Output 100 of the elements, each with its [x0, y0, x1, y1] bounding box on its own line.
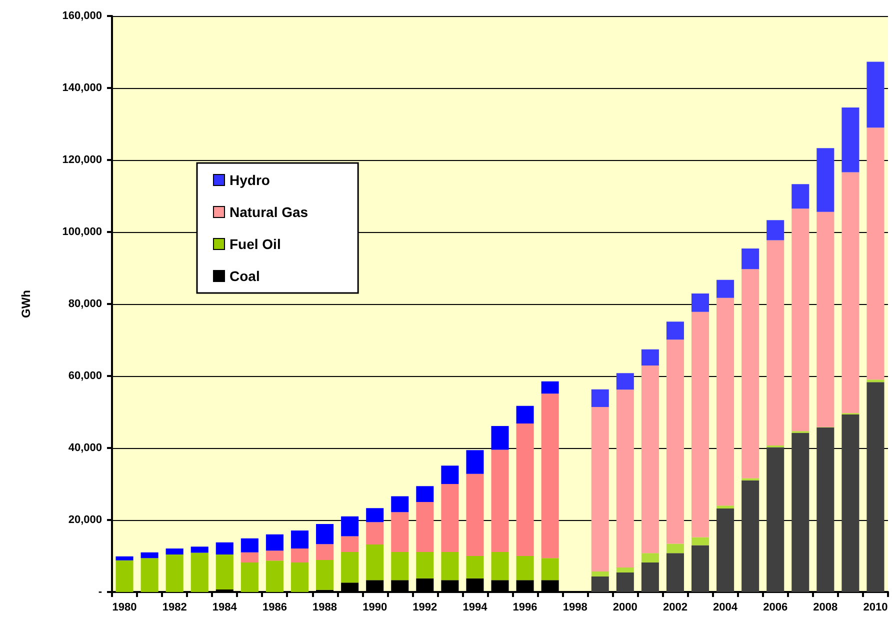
- bar: [341, 516, 359, 536]
- y-tick-label: 80,000: [68, 298, 102, 310]
- bar: [742, 269, 760, 478]
- y-tick-label: 20,000: [68, 514, 102, 526]
- bar: [641, 553, 659, 562]
- bar: [541, 558, 559, 580]
- bar: [116, 560, 134, 592]
- bar: [716, 506, 734, 508]
- x-tick-label: 1980: [112, 602, 137, 614]
- bar: [516, 406, 534, 424]
- bar: [441, 552, 459, 580]
- bar: [166, 548, 184, 555]
- x-tick-label: 2010: [863, 602, 888, 614]
- legend-label: Fuel Oil: [230, 236, 281, 252]
- bar: [316, 560, 334, 590]
- y-tick-label: 140,000: [62, 82, 102, 94]
- bar: [391, 552, 409, 580]
- bar: [116, 556, 134, 560]
- bar: [866, 62, 884, 128]
- bar: [866, 380, 884, 382]
- bar: [290, 562, 309, 592]
- bar: [140, 558, 158, 592]
- y-tick-label: 100,000: [62, 226, 102, 238]
- bar: [792, 184, 810, 209]
- bar: [666, 340, 684, 544]
- bar: [616, 390, 634, 568]
- bar: [466, 556, 484, 578]
- bar: [491, 450, 509, 552]
- bar: [416, 502, 434, 552]
- bar: [591, 576, 609, 592]
- bar: [140, 552, 158, 558]
- bar: [616, 572, 634, 592]
- bar: [716, 508, 734, 592]
- x-tick-label: 2002: [662, 602, 688, 614]
- bar: [491, 552, 509, 580]
- bar: [441, 466, 459, 484]
- bar: [616, 373, 634, 390]
- bar: [316, 524, 334, 544]
- bar: [190, 546, 208, 553]
- bar: [316, 544, 334, 560]
- bar: [366, 508, 384, 522]
- bar: [842, 172, 860, 414]
- x-tick-label: 2008: [813, 602, 838, 614]
- legend-label: Coal: [230, 268, 260, 284]
- bar: [266, 534, 284, 551]
- bar: [691, 545, 710, 592]
- x-tick-label: 1994: [462, 602, 488, 614]
- bar: [691, 294, 710, 312]
- y-tick-label: 60,000: [68, 370, 102, 382]
- bar: [766, 240, 784, 446]
- bar: [491, 426, 509, 450]
- bar: [666, 322, 684, 340]
- bar: [266, 550, 284, 561]
- bar: [290, 548, 309, 562]
- bar: [816, 427, 834, 592]
- x-tick-label: 1982: [162, 602, 187, 614]
- bar: [792, 208, 810, 432]
- bar: [366, 522, 384, 544]
- y-axis-title: GWh: [19, 290, 33, 318]
- bar: [341, 552, 359, 583]
- bar: [240, 562, 258, 592]
- x-tick-label: 2000: [612, 602, 638, 614]
- bar: [816, 212, 834, 428]
- bar: [216, 554, 234, 590]
- bar: [541, 381, 559, 394]
- x-tick-label: 1998: [562, 602, 588, 614]
- bar: [240, 538, 258, 552]
- bar: [816, 148, 834, 212]
- bar: [716, 280, 734, 298]
- bar: [591, 389, 609, 407]
- bar: [290, 530, 309, 548]
- bar: [391, 512, 409, 552]
- bar: [466, 474, 484, 556]
- bar: [591, 571, 609, 577]
- bar: [516, 556, 534, 580]
- bar: [641, 562, 659, 592]
- bar: [416, 552, 434, 578]
- bar: [866, 128, 884, 380]
- bar: [190, 552, 208, 592]
- bar: [641, 366, 659, 554]
- bar: [240, 552, 258, 562]
- bar: [716, 298, 734, 506]
- bar: [866, 382, 884, 592]
- bar: [166, 554, 184, 592]
- bar: [641, 349, 659, 366]
- bar: [466, 450, 484, 474]
- legend-label: Hydro: [230, 172, 270, 188]
- bar: [792, 432, 810, 592]
- bar: [266, 560, 284, 592]
- bar: [742, 480, 760, 592]
- x-tick-label: 2006: [763, 602, 788, 614]
- x-tick-label: 1992: [412, 602, 438, 614]
- bar: [216, 542, 234, 555]
- bar: [541, 394, 559, 558]
- y-tick-label: 40,000: [68, 442, 102, 454]
- bar: [666, 553, 684, 592]
- x-tick-label: 1984: [212, 602, 238, 614]
- bar: [666, 544, 684, 554]
- bar: [742, 248, 760, 270]
- bar: [366, 544, 384, 580]
